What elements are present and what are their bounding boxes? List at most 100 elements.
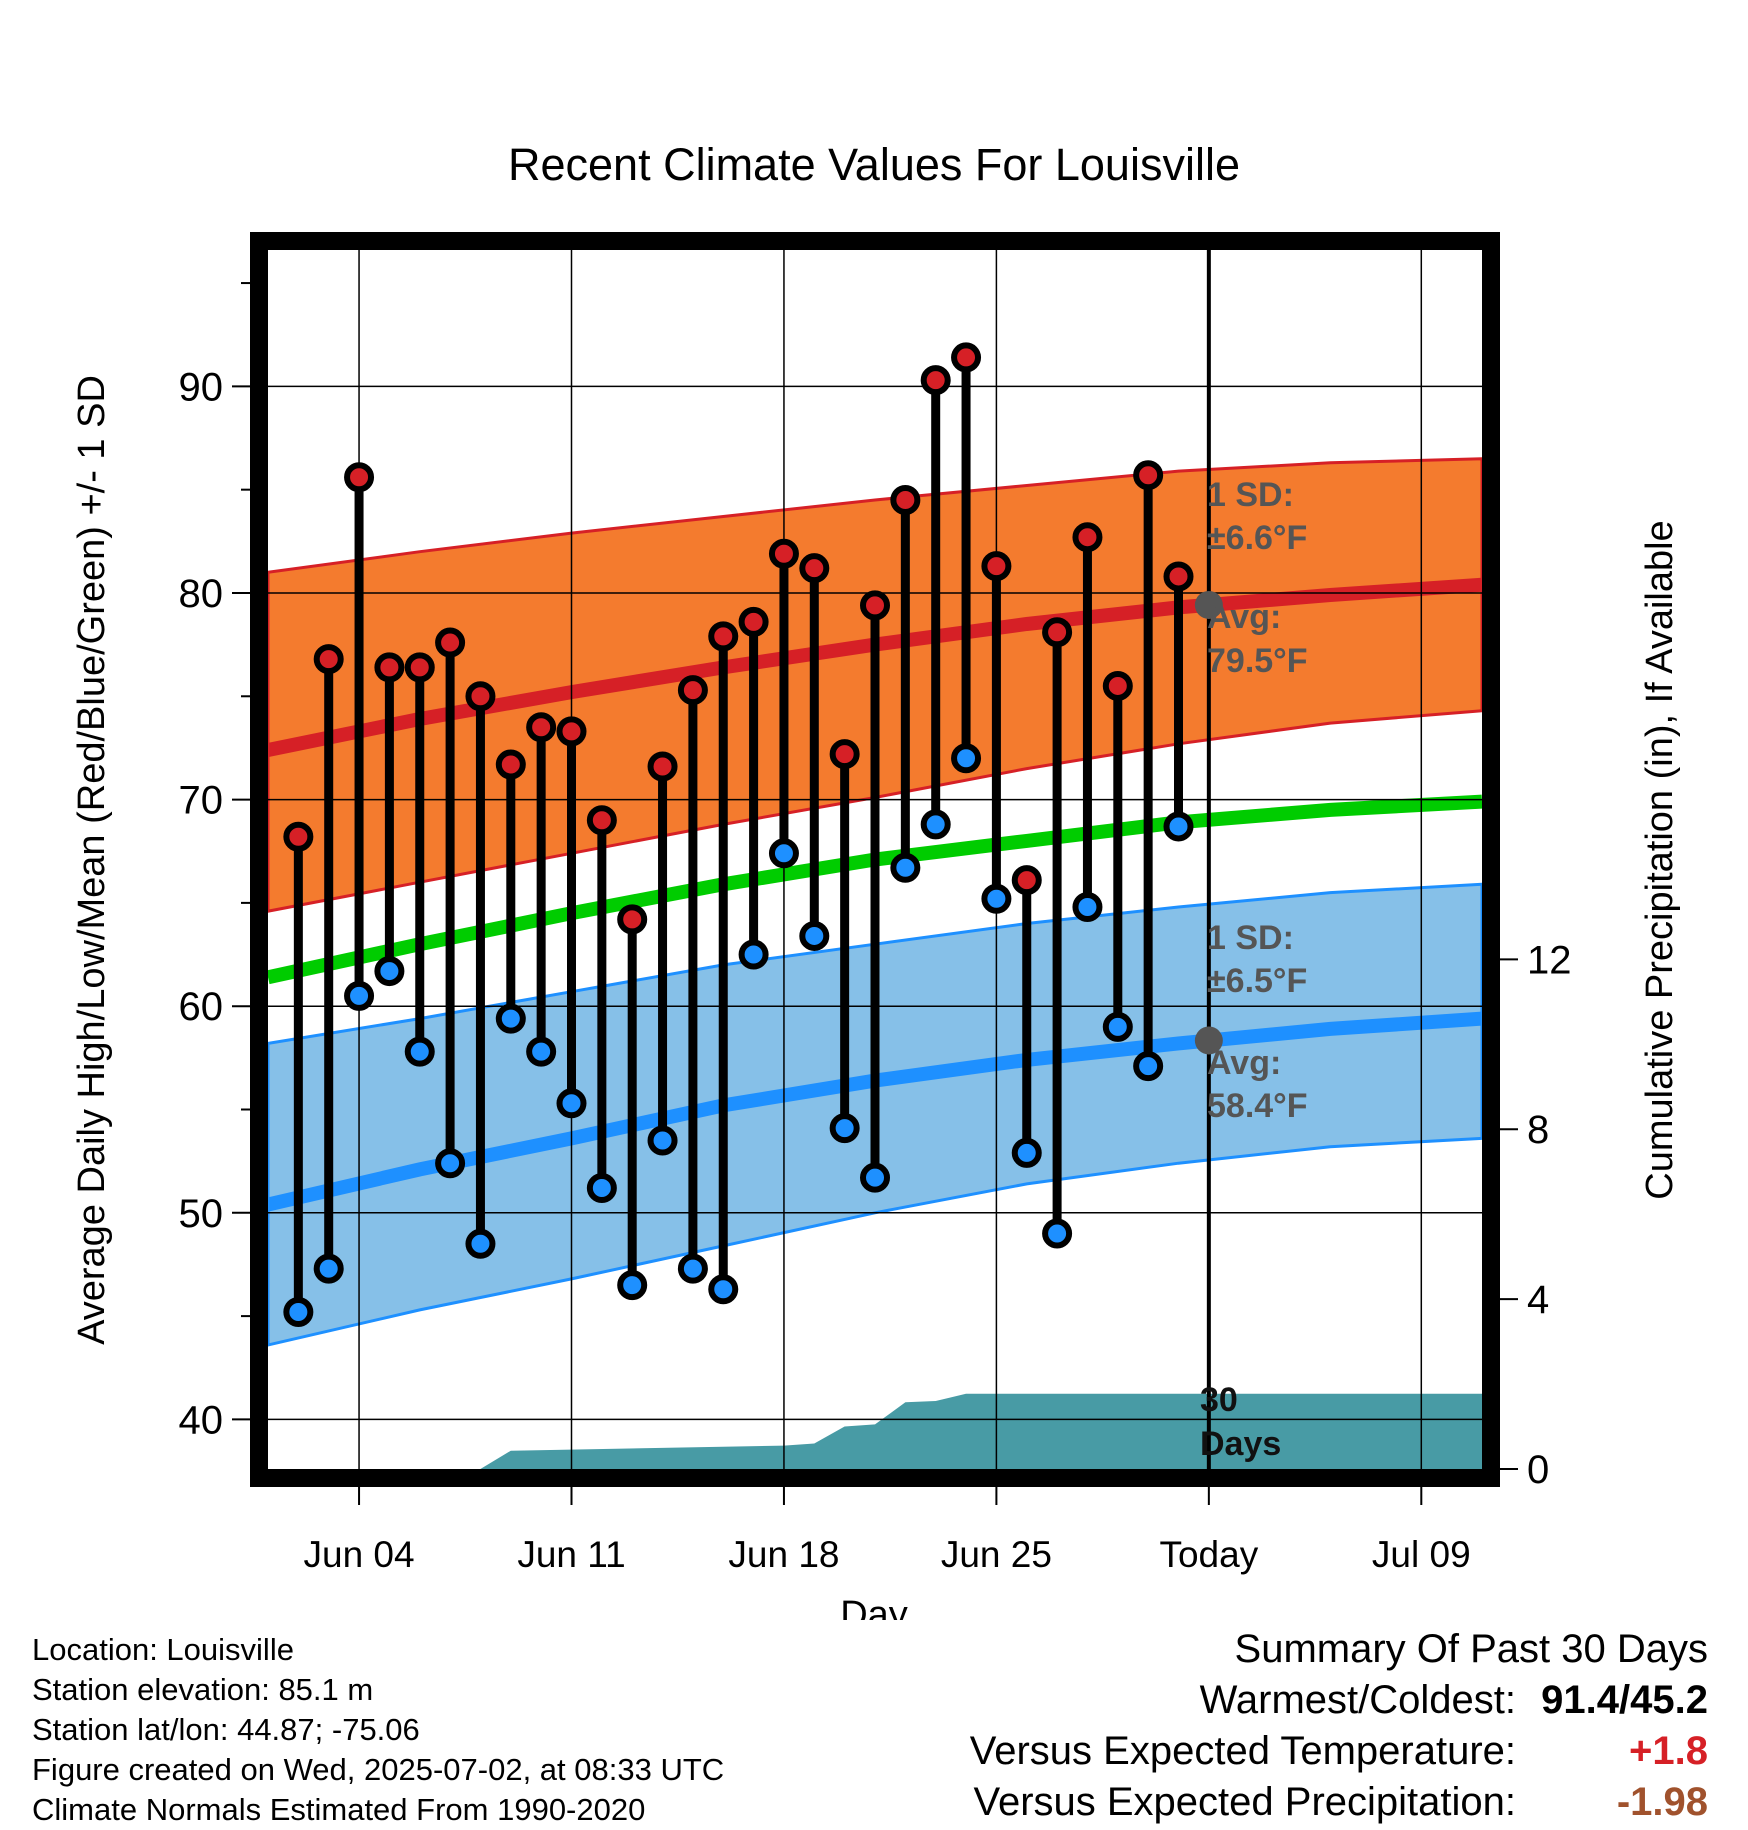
low-marker-28: [1102, 1011, 1133, 1042]
daily-range-bars: [293, 357, 1183, 1312]
x-tick-label-4: Today: [1159, 1534, 1258, 1575]
low-marker-10: [556, 1088, 587, 1119]
low-marker-23: [951, 743, 982, 774]
low-marker-26: [1042, 1218, 1073, 1249]
summary-temp-label: Versus Expected Temperature:: [969, 1729, 1516, 1773]
low-marker-27: [1072, 892, 1103, 923]
high-marker-25: [1011, 865, 1042, 896]
high-marker-17: [768, 538, 799, 569]
right-axis-label: Cumulative Precipitation (in), If Availa…: [1639, 520, 1681, 1199]
y-left-tick-label-4: 80: [179, 572, 224, 616]
summary-precip-value: -1.98: [1616, 1780, 1708, 1824]
high-marker-12: [617, 904, 648, 935]
low-marker-9: [526, 1036, 557, 1067]
summary-heading: Summary Of Past 30 Days: [1234, 1627, 1708, 1671]
low-marker-21: [890, 852, 921, 883]
low-avg-label: Avg:: [1207, 1044, 1281, 1082]
low-marker-11: [586, 1173, 617, 1204]
annotations: 1 SD: ±6.6°F Avg: 79.5°F 1 SD: ±6.5°F Av…: [1200, 476, 1308, 1463]
low-marker-30: [1163, 811, 1194, 842]
low-marker-20: [860, 1162, 890, 1193]
y-left-tick-label-1: 50: [179, 1192, 224, 1236]
summary-panel: Summary Of Past 30 Days Warmest/Coldest:…: [970, 1624, 1708, 1828]
low-marker-4: [374, 956, 405, 987]
high-marker-10: [556, 716, 587, 747]
high-marker-27: [1072, 522, 1103, 553]
summary-warmest-label: Warmest/Coldest:: [1199, 1678, 1516, 1722]
climate-chart: Recent Climate Values For Louisville 1 S…: [71, 139, 1681, 1620]
low-marker-12: [617, 1270, 648, 1301]
y-left-tick-label-2: 60: [179, 985, 224, 1029]
high-marker-6: [435, 627, 466, 658]
low-marker-6: [435, 1148, 466, 1179]
high-marker-18: [799, 553, 830, 584]
x-tick-label-3: Jun 25: [941, 1534, 1052, 1575]
low-marker-3: [344, 980, 375, 1011]
chart-title: Recent Climate Values For Louisville: [508, 139, 1240, 190]
y-right-tick-label-1: 4: [1527, 1278, 1549, 1322]
high-marker-19: [829, 739, 860, 770]
summary-temp-row: Versus Expected Temperature: +1.8: [970, 1726, 1708, 1777]
high-marker-30: [1163, 561, 1194, 592]
high-marker-26: [1042, 617, 1073, 648]
low-marker-13: [647, 1125, 678, 1156]
y-right-tick-label-3: 12: [1527, 938, 1572, 982]
daily-markers: [283, 342, 1194, 1327]
plot-area: [250, 232, 1500, 1487]
low-marker-17: [768, 838, 799, 869]
high-sd-label: 1 SD:: [1207, 476, 1294, 514]
high-marker-21: [890, 484, 921, 515]
x-tick-label-0: Jun 04: [304, 1534, 415, 1575]
summary-warmest-value: 91.4/45.2: [1541, 1678, 1708, 1722]
high-marker-13: [647, 751, 678, 782]
high-avg-value: 79.5°F: [1207, 642, 1308, 680]
x-tick-label-5: Jul 09: [1372, 1534, 1471, 1575]
low-marker-19: [829, 1113, 860, 1144]
plot-frame: [250, 232, 1500, 1487]
precip-days-count: 30: [1200, 1381, 1238, 1419]
low-marker-22: [920, 809, 951, 840]
low-marker-1: [283, 1296, 314, 1327]
high-marker-28: [1102, 670, 1133, 701]
today-high-avg-marker: [1194, 590, 1223, 619]
high-marker-11: [586, 805, 617, 836]
low-marker-25: [1011, 1137, 1042, 1168]
info-elevation: Station elevation: 85.1 m: [32, 1672, 374, 1707]
high-marker-24: [981, 551, 1012, 582]
info-location: Location: Louisville: [32, 1632, 294, 1667]
axes: Jun 04 Jun 11 Jun 18 Jun 25 Today Jul 0940506…: [179, 282, 1572, 1575]
high-marker-2: [313, 644, 344, 675]
high-marker-1: [283, 821, 314, 852]
low-sd-value: ±6.5°F: [1207, 962, 1307, 1000]
low-marker-29: [1133, 1051, 1164, 1082]
high-marker-29: [1133, 460, 1164, 491]
precip-area: [268, 1393, 1482, 1469]
station-info: Location: Louisville Station elevation: …: [32, 1630, 724, 1830]
low-sd-label: 1 SD:: [1207, 919, 1294, 957]
high-marker-22: [920, 365, 951, 396]
today-low-avg-marker: [1194, 1026, 1223, 1055]
low-marker-8: [495, 1003, 526, 1034]
low-marker-2: [313, 1253, 344, 1284]
y-left-tick-label-3: 70: [179, 779, 224, 823]
y-right-tick-label-2: 8: [1527, 1108, 1549, 1152]
info-normals: Climate Normals Estimated From 1990-2020: [32, 1792, 646, 1827]
high-marker-8: [495, 749, 526, 780]
y-left-tick-label-0: 40: [179, 1398, 224, 1442]
high-marker-7: [465, 681, 496, 712]
low-marker-15: [708, 1274, 739, 1305]
high-avg-label: Avg:: [1207, 598, 1281, 636]
high-marker-3: [344, 462, 375, 493]
high-marker-14: [677, 675, 708, 706]
high-marker-4: [374, 652, 405, 683]
low-marker-7: [465, 1228, 496, 1259]
low-marker-14: [677, 1253, 708, 1284]
summary-precip-row: Versus Expected Precipitation: -1.98: [970, 1777, 1708, 1828]
low-marker-18: [799, 920, 830, 951]
low-marker-24: [981, 883, 1012, 914]
y-left-tick-label-5: 90: [179, 365, 224, 409]
today-line: [1194, 250, 1223, 1469]
x-tick-label-2: Jun 18: [728, 1534, 839, 1575]
low-marker-16: [738, 939, 769, 970]
high-marker-9: [526, 712, 557, 743]
